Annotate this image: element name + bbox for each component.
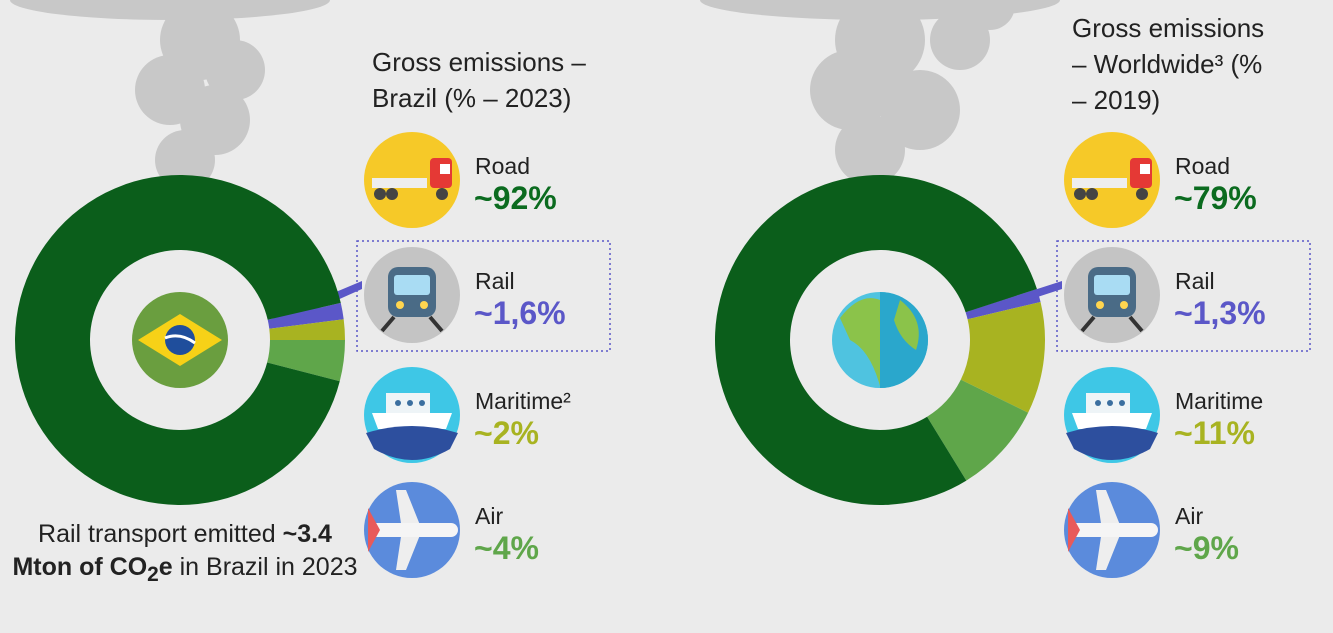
ship-window bbox=[1095, 400, 1101, 406]
land bbox=[840, 298, 880, 386]
train-light bbox=[420, 301, 428, 309]
train-window bbox=[1094, 275, 1130, 295]
donut-segment bbox=[267, 340, 345, 382]
annotation-bold: ~3.4 Mton of CO bbox=[12, 520, 332, 581]
smoke bbox=[10, 0, 1060, 190]
truck-wheel bbox=[374, 188, 386, 200]
truck-trailer bbox=[372, 178, 427, 188]
train-light bbox=[1120, 301, 1128, 309]
icon bbox=[1064, 132, 1160, 228]
legend-label: Rail bbox=[1175, 268, 1215, 294]
icon bbox=[364, 132, 460, 228]
value-label: ~11% bbox=[1174, 415, 1255, 451]
globe-shade bbox=[880, 292, 928, 388]
ship-window bbox=[419, 400, 425, 406]
value-label: ~1,3% bbox=[1174, 295, 1266, 331]
donut-segment bbox=[927, 379, 1029, 481]
ship-window bbox=[1119, 400, 1125, 406]
train-light bbox=[396, 301, 404, 309]
icon bbox=[1064, 482, 1160, 578]
donut-segment bbox=[14, 175, 341, 506]
train-rail bbox=[380, 315, 444, 333]
annotation-subscript: 2 bbox=[147, 563, 159, 586]
annotation-bold: e bbox=[158, 553, 173, 581]
value-label: ~79% bbox=[1174, 180, 1257, 216]
truck-wheel bbox=[436, 188, 448, 200]
chart-title: Gross emissions – Worldwide³ (% – 2019) bbox=[1072, 13, 1265, 115]
flag-globe bbox=[165, 325, 195, 355]
legend-label: Maritime² bbox=[475, 388, 571, 414]
sea bbox=[1066, 426, 1158, 460]
truck-window bbox=[1140, 164, 1150, 174]
donut-segment bbox=[269, 319, 345, 341]
icon bbox=[364, 367, 460, 463]
flag-band bbox=[164, 334, 196, 345]
icon bbox=[1064, 247, 1160, 343]
train-rail bbox=[1080, 315, 1144, 333]
legend-label: Air bbox=[475, 503, 503, 529]
train-window bbox=[394, 275, 430, 295]
legend-label: Rail bbox=[475, 268, 515, 294]
value-label: ~4% bbox=[474, 530, 539, 566]
value-label: ~92% bbox=[474, 180, 557, 216]
donut-segment bbox=[960, 301, 1045, 413]
ship-window bbox=[395, 400, 401, 406]
legend-label: Road bbox=[475, 153, 530, 179]
truck-wheel bbox=[1136, 188, 1148, 200]
plane-body bbox=[368, 523, 458, 537]
sea bbox=[366, 426, 458, 460]
icon bbox=[364, 247, 460, 343]
ship-hull bbox=[372, 413, 452, 429]
plane-tail bbox=[1068, 508, 1080, 552]
leader bbox=[970, 281, 1062, 319]
highlight-box bbox=[1056, 240, 1311, 352]
annotation: Rail transport emitted ~3.4 Mton of CO2e… bbox=[10, 518, 360, 591]
annotation-text: in Brazil in 2023 bbox=[172, 553, 358, 581]
legend-label: Air bbox=[1175, 503, 1203, 529]
chart-title: Gross emissions – Brazil (% – 2023) bbox=[372, 47, 586, 113]
highlight-box bbox=[356, 240, 611, 352]
ship-window bbox=[407, 400, 413, 406]
truck-wheel bbox=[386, 188, 398, 200]
value-label: ~1,6% bbox=[474, 295, 566, 331]
truck-wheel bbox=[1074, 188, 1086, 200]
ship-hull bbox=[1072, 413, 1152, 429]
value-label: ~9% bbox=[1174, 530, 1239, 566]
truck-window bbox=[440, 164, 450, 174]
legend-label: Road bbox=[1175, 153, 1230, 179]
icon bbox=[1064, 367, 1160, 463]
icon bbox=[364, 482, 460, 578]
truck-wheel bbox=[1086, 188, 1098, 200]
ship-window bbox=[1107, 400, 1113, 406]
annotation-text: Rail transport emitted bbox=[38, 520, 283, 548]
donut-segment bbox=[714, 174, 1037, 506]
plane-tail bbox=[368, 508, 380, 552]
plots: Road~92%Rail~1,6%Maritime²~2%Air~4%Road~… bbox=[14, 132, 1311, 578]
land bbox=[894, 300, 919, 350]
plane-body bbox=[1068, 523, 1158, 537]
train-light bbox=[1096, 301, 1104, 309]
truck-trailer bbox=[1072, 178, 1127, 188]
legend-label: Maritime bbox=[1175, 388, 1263, 414]
value-label: ~2% bbox=[474, 415, 539, 451]
